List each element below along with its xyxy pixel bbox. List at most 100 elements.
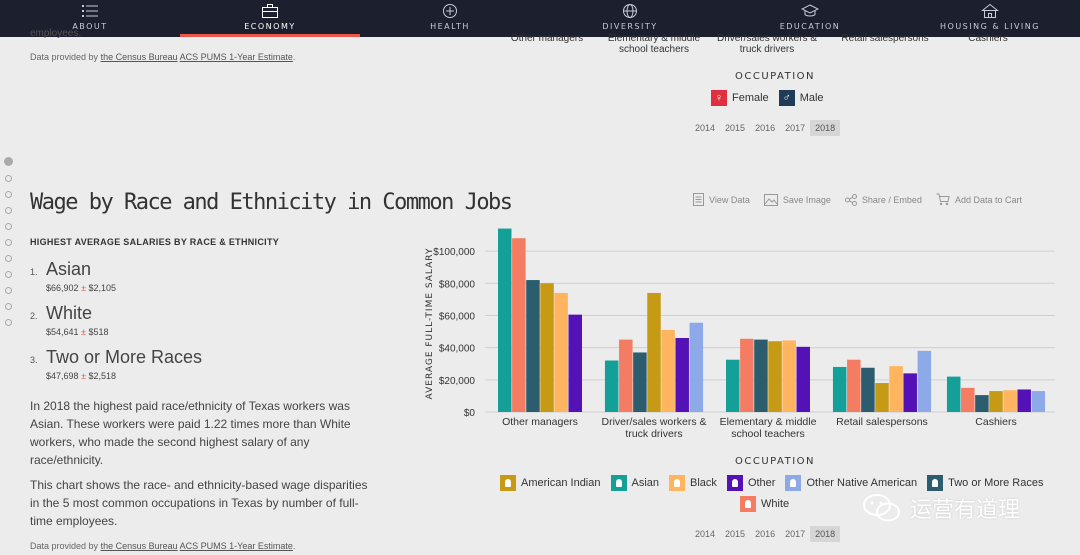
bar-black bbox=[661, 329, 675, 412]
scroll-dot[interactable] bbox=[5, 207, 12, 214]
legend-item-male[interactable]: ♂ Male bbox=[778, 90, 824, 106]
acs-pums-link[interactable]: ACS PUMS 1-Year Estimate bbox=[179, 52, 293, 62]
chart-legend: American Indian Asian Black Other Other Nati… bbox=[500, 475, 1060, 512]
legend-label: Two or More Races bbox=[948, 477, 1044, 489]
margin-of-error: $2,518 bbox=[88, 371, 117, 381]
wechat-watermark: 运营有道理 bbox=[862, 492, 1020, 524]
nav-label: ABOUT bbox=[72, 22, 108, 31]
bar-asian bbox=[832, 366, 847, 412]
scroll-dot[interactable] bbox=[5, 175, 12, 182]
year-option[interactable]: 2017 bbox=[785, 529, 806, 539]
scroll-dot[interactable] bbox=[5, 255, 12, 262]
year-option[interactable]: 2014 bbox=[695, 529, 716, 539]
nav-economy[interactable]: ECONOMY bbox=[180, 0, 360, 37]
scroll-dot[interactable] bbox=[5, 303, 12, 310]
plus-minus: ± bbox=[81, 327, 87, 337]
rank-name: White bbox=[46, 303, 93, 323]
add-to-cart-button[interactable]: Add Data to Cart bbox=[936, 193, 1022, 206]
nav-about[interactable]: ABOUT bbox=[0, 0, 180, 37]
female-icon: ♀ bbox=[711, 90, 727, 106]
house-icon bbox=[981, 3, 999, 19]
image-icon bbox=[763, 193, 778, 206]
nav-housing-living[interactable]: HOUSING & LIVING bbox=[900, 0, 1080, 37]
salary: $66,902 bbox=[46, 283, 79, 293]
rank-value: $66,902 ± $2,105 bbox=[46, 283, 116, 293]
acs-pums-link[interactable]: ACS PUMS 1-Year Estimate bbox=[179, 541, 293, 551]
view-data-button[interactable]: View Data bbox=[693, 193, 750, 206]
scroll-dot[interactable] bbox=[5, 319, 12, 326]
cart-icon bbox=[936, 193, 950, 206]
legend-item-black[interactable]: Black bbox=[669, 475, 717, 491]
prev-year-selector: 2014 2015 2016 2017 2018 bbox=[690, 120, 841, 136]
scroll-dot[interactable] bbox=[5, 287, 12, 294]
x-category-label: school teachers bbox=[731, 428, 805, 440]
health-icon bbox=[441, 3, 459, 19]
rank-number: 1. bbox=[30, 267, 38, 277]
legend-item-asian[interactable]: Asian bbox=[610, 475, 659, 491]
bar-two-or-more-races bbox=[975, 395, 989, 412]
action-label: Share / Embed bbox=[861, 194, 922, 205]
y-tick-label: $0 bbox=[464, 408, 476, 419]
legend-item-other-native-american[interactable]: Other Native American bbox=[785, 475, 917, 491]
person-icon bbox=[669, 475, 686, 491]
bar-american-indian bbox=[768, 341, 782, 412]
nav-education[interactable]: EDUCATION bbox=[720, 0, 900, 37]
scroll-dot[interactable] bbox=[5, 223, 12, 230]
section-title: Wage by Race and Ethnicity in Common Job… bbox=[30, 190, 513, 215]
source-suffix: . bbox=[292, 541, 296, 551]
rank-name: Asian bbox=[46, 259, 92, 279]
legend-label: Female bbox=[732, 92, 769, 104]
legend-label: Other bbox=[747, 477, 776, 489]
y-axis-title: AVERAGE FULL-TIME SALARY bbox=[425, 248, 435, 400]
scroll-dot-active[interactable] bbox=[4, 157, 13, 166]
source-prefix: Data provided by bbox=[30, 541, 99, 551]
legend-item-american-indian[interactable]: American Indian bbox=[500, 475, 601, 491]
year-option-selected[interactable]: 2018 bbox=[810, 120, 841, 136]
year-selector: 2014 2015 2016 2017 2018 bbox=[690, 526, 841, 542]
bar-other-native-american bbox=[1031, 391, 1046, 412]
census-bureau-link[interactable]: the Census Bureau bbox=[100, 541, 178, 551]
bar-black bbox=[782, 340, 796, 412]
legend-item-two-or-more-races[interactable]: Two or More Races bbox=[927, 475, 1043, 491]
data-source-note: Data provided by the Census Bureau ACS P… bbox=[30, 541, 295, 551]
prev-category-label: Cashiers bbox=[968, 33, 1008, 44]
bar-two-or-more-races bbox=[526, 280, 540, 412]
year-option[interactable]: 2014 bbox=[695, 123, 716, 133]
nav-health[interactable]: HEALTH bbox=[360, 0, 540, 37]
salary: $54,641 bbox=[46, 327, 79, 337]
source-prefix: Data provided by bbox=[30, 52, 99, 62]
legend-item-other[interactable]: Other bbox=[726, 475, 776, 491]
scroll-dot[interactable] bbox=[5, 271, 12, 278]
share-embed-button[interactable]: Share / Embed bbox=[844, 193, 922, 206]
bar-black bbox=[889, 366, 903, 412]
census-bureau-link[interactable]: the Census Bureau bbox=[100, 52, 178, 62]
y-tick-label: $100,000 bbox=[433, 247, 475, 258]
legend-label: Black bbox=[690, 477, 717, 489]
bar-american-indian bbox=[647, 292, 661, 412]
prev-chart-legend: ♀ Female ♂ Male bbox=[711, 90, 824, 106]
save-image-button[interactable]: Save Image bbox=[763, 193, 831, 206]
bar-other-native-american bbox=[917, 350, 932, 412]
scroll-dot[interactable] bbox=[5, 239, 12, 246]
legend-item-female[interactable]: ♀ Female bbox=[711, 90, 769, 106]
year-option[interactable]: 2015 bbox=[725, 123, 746, 133]
person-icon bbox=[785, 475, 802, 491]
year-option[interactable]: 2016 bbox=[755, 123, 776, 133]
bar-other bbox=[903, 373, 917, 412]
bar-white bbox=[512, 238, 526, 412]
occupation-axis-title: OCCUPATION bbox=[735, 456, 816, 467]
bar-black bbox=[1003, 390, 1017, 412]
nav-diversity[interactable]: DIVERSITY bbox=[540, 0, 720, 37]
bar-asian bbox=[604, 360, 619, 412]
year-option[interactable]: 2017 bbox=[785, 123, 806, 133]
year-option-selected[interactable]: 2018 bbox=[810, 526, 841, 542]
year-option[interactable]: 2016 bbox=[755, 529, 776, 539]
year-option[interactable]: 2015 bbox=[725, 529, 746, 539]
legend-item-white[interactable]: White bbox=[740, 496, 789, 512]
scroll-dot[interactable] bbox=[5, 191, 12, 198]
section-scroll-nav bbox=[4, 157, 13, 335]
nav-label: EDUCATION bbox=[779, 22, 841, 31]
bar-other bbox=[675, 337, 689, 412]
bar-asian bbox=[498, 228, 512, 412]
bar-other bbox=[796, 346, 810, 412]
